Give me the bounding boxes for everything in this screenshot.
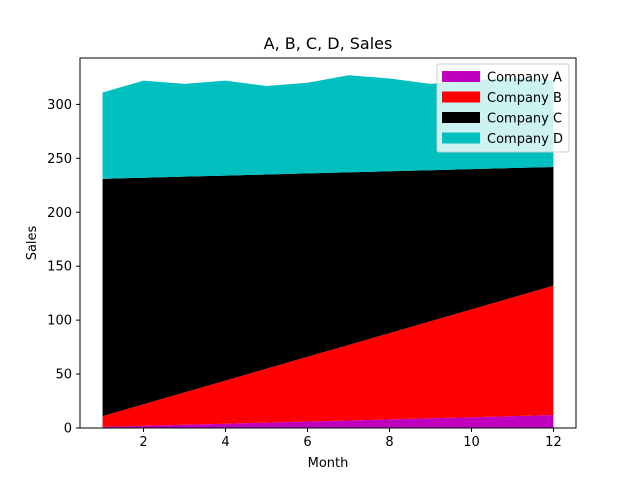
x-axis-label: Month: [308, 456, 349, 471]
area-company-b: [102, 285, 554, 427]
legend-label: Company C: [487, 112, 562, 127]
area-layers: [102, 75, 554, 428]
legend-swatch: [442, 91, 480, 103]
legend-box: [436, 63, 570, 153]
y-tick-label: 200: [47, 206, 72, 221]
plot-frame: [79, 57, 577, 429]
y-tick-label: 50: [55, 368, 72, 383]
x-tick-label: 2: [139, 435, 147, 450]
legend-swatch: [442, 112, 480, 123]
area-company-c: [102, 166, 554, 417]
x-tick-label: 6: [303, 435, 311, 450]
legend-swatch: [442, 71, 480, 82]
legend-label: Company D: [487, 132, 563, 147]
legend-label: Company B: [487, 91, 562, 106]
y-tick-label: 100: [47, 314, 72, 329]
legend: Company A Company B Company C Company D: [436, 63, 570, 153]
y-axis-label: Sales: [25, 225, 40, 260]
x-axis-ticks: 2 4 6 8 10 12: [139, 428, 562, 450]
chart-title: A, B, C, D, Sales: [264, 34, 393, 53]
area-company-a: [102, 415, 554, 428]
x-tick-label: 12: [545, 435, 562, 450]
x-tick-label: 10: [463, 435, 480, 450]
y-tick-label: 300: [47, 98, 72, 113]
legend-swatch: [442, 132, 480, 144]
y-axis-ticks: 0 50 100 150 200 250 300: [47, 98, 80, 437]
y-tick-label: 0: [64, 422, 72, 437]
x-tick-label: 8: [385, 435, 393, 450]
legend-label: Company A: [487, 71, 562, 86]
y-tick-label: 150: [47, 260, 72, 275]
x-tick-label: 4: [221, 435, 229, 450]
y-tick-label: 250: [47, 152, 72, 167]
